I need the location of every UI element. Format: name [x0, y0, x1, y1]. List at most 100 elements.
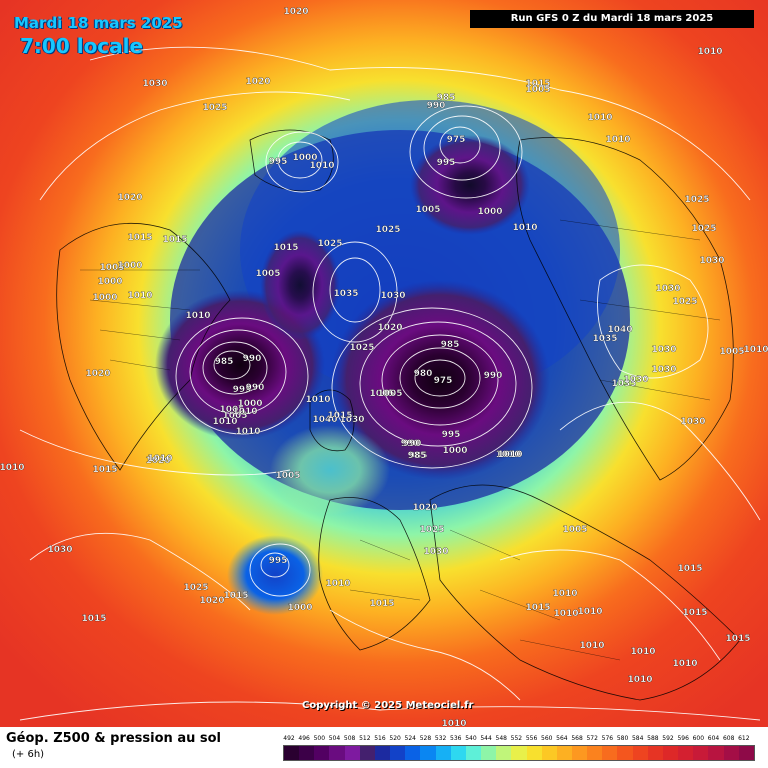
pressure-label: 995 — [442, 430, 461, 440]
pressure-label: 1015 — [273, 243, 298, 253]
scale-swatch — [314, 746, 330, 760]
scale-swatch — [299, 746, 315, 760]
pressure-label: 1010 — [553, 609, 578, 619]
pressure-label: 1035 — [333, 289, 358, 299]
pressure-label: 1015 — [525, 79, 550, 89]
scale-level-label: 596 — [677, 735, 689, 742]
pressure-label: 1020 — [85, 369, 110, 379]
pressure-label: 1000 — [237, 399, 262, 409]
pressure-label: 1010 — [552, 589, 577, 599]
scale-level-label: 520 — [389, 735, 401, 742]
pressure-label: 1000 — [292, 153, 317, 163]
pressure-label: 1010 — [605, 135, 630, 145]
scale-swatch — [541, 746, 557, 760]
pressure-label: 1005 — [377, 389, 402, 399]
pressure-label: 1030 — [655, 284, 680, 294]
scale-level-label: 568 — [571, 735, 583, 742]
scale-level-label: 548 — [495, 735, 507, 742]
scale-level-label: 536 — [450, 735, 462, 742]
pressure-label: 1020 — [145, 456, 170, 466]
z500-low-arctic — [260, 230, 340, 340]
scale-level-label: 556 — [525, 735, 538, 742]
scale-swatch — [647, 746, 663, 760]
pressure-label: 1015 — [677, 564, 702, 574]
pressure-label: 990 — [401, 439, 420, 449]
pressure-label: 990 — [246, 383, 265, 393]
pressure-label: 1015 — [92, 465, 117, 475]
scale-swatch — [526, 746, 542, 760]
pressure-label: 1010 — [127, 291, 152, 301]
pressure-label: 985 — [441, 340, 460, 350]
pressure-label: 995 — [233, 385, 252, 395]
pressure-label: 1010 — [627, 675, 652, 685]
scale-level-label: 560 — [541, 735, 553, 742]
scale-level-label: 492 — [283, 735, 295, 742]
pressure-label: 1015 — [223, 591, 248, 601]
pressure-label: 1025 — [375, 225, 400, 235]
scale-level-label: 592 — [662, 735, 674, 742]
pressure-label: 1030 — [47, 545, 72, 555]
scale-swatch — [511, 746, 527, 760]
pressure-label: 1015 — [682, 608, 707, 618]
forecast-time: 7:00 locale — [20, 34, 144, 58]
scale-level-label: 552 — [510, 735, 523, 742]
color-scale-labels: 492 496 500 504 508 512 516 520 524 528 532 536 540 5… — [283, 735, 753, 744]
pressure-label: 1010 — [512, 223, 537, 233]
pressure-label: 1030 — [699, 256, 724, 266]
pressure-label: 985 — [409, 451, 428, 461]
copyright-notice: Copyright © 2025 Meteociel.fr — [302, 700, 474, 711]
pressure-label: 1010 — [147, 454, 172, 464]
pressure-label: 985 — [215, 357, 234, 367]
scale-level-label: 572 — [586, 735, 598, 742]
scale-swatch — [617, 746, 633, 760]
pressure-label: 1025 — [684, 195, 709, 205]
scale-swatch — [405, 746, 421, 760]
pressure-label: 1025 — [202, 103, 227, 113]
pressure-label: 1010 — [232, 407, 257, 417]
z500-low-atlantic — [227, 535, 323, 615]
pressure-label: 1010 — [577, 607, 602, 617]
scale-swatch — [450, 746, 466, 760]
pressure-label: 1030 — [651, 365, 676, 375]
pressure-label: 1010 — [235, 427, 260, 437]
pressure-label: 1005 — [255, 269, 280, 279]
pressure-label: 1010 — [495, 450, 520, 460]
pressure-label: 1010 — [0, 463, 25, 473]
pressure-label: 1040 — [312, 415, 337, 425]
scale-level-label: 532 — [434, 735, 447, 742]
pressure-label: 1010 — [497, 450, 522, 460]
pressure-labels: 1020103010251020102010151010100510001000… — [0, 7, 768, 727]
scale-swatch — [284, 746, 300, 760]
pressure-label: 1000 — [442, 446, 467, 456]
pressure-label: 1005 — [562, 525, 587, 535]
pressure-label: 1010 — [185, 311, 210, 321]
pressure-label: 1025 — [317, 239, 342, 249]
scale-level-label: 496 — [298, 735, 310, 742]
pressure-label: 1010 — [697, 47, 722, 57]
pressure-label: 1015 — [127, 233, 152, 243]
scale-level-label: 608 — [722, 735, 735, 742]
pressure-label: 1035 — [611, 379, 636, 389]
scale-level-label: 504 — [328, 735, 341, 742]
pressure-label: 1030 — [380, 291, 405, 301]
pressure-label: 1005 — [719, 347, 744, 357]
pressure-label: 1005 — [415, 205, 440, 215]
scale-swatch — [587, 746, 603, 760]
pressure-label: 1030 — [423, 547, 448, 557]
scale-swatch — [344, 746, 360, 760]
scale-swatch — [481, 746, 497, 760]
pressure-label: 1000 — [117, 261, 142, 271]
legend-footer: Géop. Z500 & pression au sol (+ 6h) 492 4… — [0, 727, 768, 768]
scale-swatch — [329, 746, 345, 760]
pressure-label: 1025 — [419, 525, 444, 535]
pressure-label: 975 — [434, 376, 453, 386]
pressure-label: 1010 — [441, 719, 466, 727]
pressure-label: 1000 — [97, 277, 122, 287]
pressure-label: 1005 — [369, 389, 394, 399]
pressure-label: 1030 — [623, 375, 648, 385]
pressure-label: 1010 — [672, 659, 697, 669]
pressure-label: 1010 — [587, 113, 612, 123]
scale-level-label: 528 — [419, 735, 432, 742]
pressure-label: 1005 — [525, 85, 550, 95]
scale-level-label: 544 — [480, 735, 492, 742]
